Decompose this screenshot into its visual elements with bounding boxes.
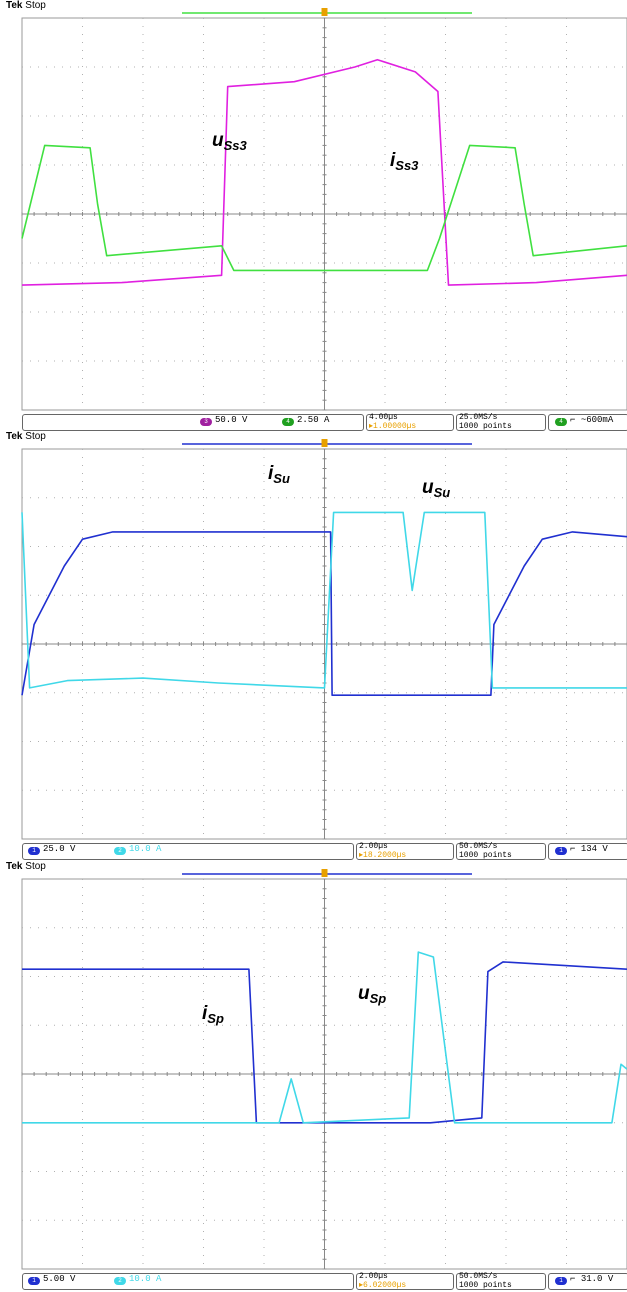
waveform-iSu	[21, 511, 627, 689]
annotation-u-su: uSu	[422, 477, 451, 500]
annotation-u-sp: uSp	[358, 983, 387, 1006]
annotation-i-sp: iSp	[202, 1003, 224, 1026]
trigger-readout: 4 ⌐ ~600mA	[555, 415, 613, 426]
timebase-readout: 2.00µs ▸6.02000µs	[359, 1272, 407, 1290]
tek-label: Tek Stop	[6, 431, 46, 442]
waveform-uSs3	[21, 58, 627, 286]
sample-rate-readout: 50.0MS/s 1000 points	[459, 1272, 512, 1290]
sample-rate-readout: 50.0MS/s 1000 points	[459, 842, 512, 860]
stop-status: Stop	[25, 0, 46, 11]
scope-panel-2: Tek Stop iSu uSu 1 25.0 V 2 10.0 A 2.00µs ▸…	[0, 431, 627, 861]
waveform-uSp	[22, 961, 627, 1124]
scope-panel-3: Tek Stop iSp uSp 1 5.00 V 2 10.0 A 2.00µs ▸…	[0, 861, 627, 1292]
trigger-marker-icon	[321, 869, 328, 877]
channel-b-scale: 2 10.0 A	[114, 844, 161, 855]
waveform-plot	[21, 8, 627, 411]
waveform-iSp	[22, 951, 627, 1124]
status-bar: 1 5.00 V 2 10.0 A 2.00µs ▸6.02000µs 50.0MS/…	[22, 1271, 627, 1291]
trigger-readout: 1 ⌐ 134 V	[555, 844, 608, 855]
stop-status: Stop	[25, 431, 46, 442]
trigger-marker-icon	[321, 8, 328, 16]
trigger-marker-icon	[321, 439, 328, 447]
annotation-i-su: iSu	[268, 463, 290, 486]
channel-a-scale: 3 50.0 V	[200, 415, 247, 426]
waveform-plot	[21, 869, 627, 1270]
waveform-uSu	[21, 531, 627, 697]
channel-a-scale: 1 25.0 V	[28, 844, 75, 855]
channel-b-scale: 4 2.50 A	[282, 415, 329, 426]
tek-label: Tek Stop	[6, 0, 46, 11]
waveform-iSs3	[21, 144, 627, 272]
sample-rate-readout: 25.0MS/s 1000 points	[459, 413, 512, 431]
status-bar: 1 25.0 V 2 10.0 A 2.00µs ▸18.2000µs 50.0MS/…	[22, 841, 627, 861]
channel-b-scale: 2 10.0 A	[114, 1274, 161, 1285]
scope-panel-1: Tek Stop uSs3 iSs3 3 50.0 V 4 2.50 A 4.00µ…	[0, 0, 627, 431]
timebase-readout: 2.00µs ▸18.2000µs	[359, 842, 407, 860]
timebase-readout: 4.00µs ▸1.00000µs	[369, 413, 417, 431]
waveform-plot	[21, 439, 627, 840]
trigger-readout: 1 ⌐ 31.0 V	[555, 1274, 613, 1285]
annotation-i-ss3: iSs3	[390, 150, 419, 173]
channel-a-scale: 1 5.00 V	[28, 1274, 75, 1285]
tek-label: Tek Stop	[6, 861, 46, 872]
status-bar: 3 50.0 V 4 2.50 A 4.00µs ▸1.00000µs 25.0MS/…	[22, 412, 627, 432]
annotation-u-ss3: uSs3	[212, 130, 247, 153]
stop-status: Stop	[25, 861, 46, 872]
